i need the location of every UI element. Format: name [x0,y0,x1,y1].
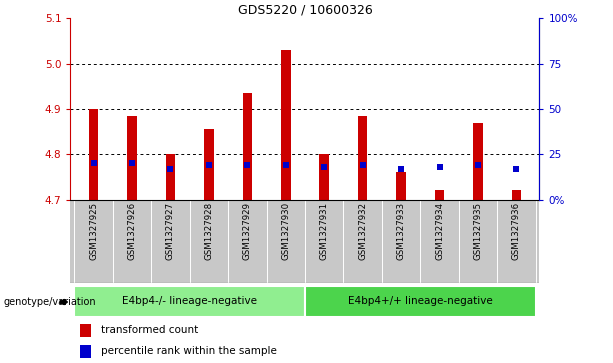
Text: GSM1327933: GSM1327933 [397,202,406,260]
Text: GSM1327929: GSM1327929 [243,202,252,260]
Point [89,160,99,166]
Point [166,166,175,172]
Text: GSM1327925: GSM1327925 [89,202,98,260]
Text: E4bp4+/+ lineage-negative: E4bp4+/+ lineage-negative [348,296,493,306]
Bar [281,50,291,200]
Text: GSM1327936: GSM1327936 [512,202,521,260]
Bar [512,189,521,200]
Bar [473,123,483,200]
Point [319,164,329,170]
Text: GSM1327930: GSM1327930 [281,202,290,260]
Text: GSM1327935: GSM1327935 [473,202,482,260]
Text: transformed count: transformed count [101,325,198,335]
Point [242,162,252,168]
Bar [89,109,98,200]
Title: GDS5220 / 10600326: GDS5220 / 10600326 [238,4,372,17]
Text: GSM1327934: GSM1327934 [435,202,444,260]
Text: genotype/variation: genotype/variation [3,297,96,307]
Text: percentile rank within the sample: percentile rank within the sample [101,346,276,356]
Bar [80,345,91,358]
Bar [127,116,137,200]
Point [511,166,521,172]
Text: GSM1327932: GSM1327932 [358,202,367,260]
Text: GSM1327927: GSM1327927 [166,202,175,260]
Bar [319,154,329,200]
Text: GSM1327926: GSM1327926 [128,202,137,260]
Bar [166,154,175,200]
Point [435,164,444,170]
Point [127,160,137,166]
Bar [243,93,252,200]
Point [396,166,406,172]
Text: E4bp4-/- lineage-negative: E4bp4-/- lineage-negative [122,296,257,306]
Text: GSM1327931: GSM1327931 [320,202,329,260]
Point [204,162,214,168]
Point [473,162,483,168]
Point [358,162,368,168]
Bar [204,129,214,200]
Bar [80,324,91,337]
Text: GSM1327928: GSM1327928 [204,202,213,260]
Bar [396,172,406,200]
Point [281,162,291,168]
FancyBboxPatch shape [74,286,305,317]
Bar [435,189,444,200]
Bar [358,116,367,200]
FancyBboxPatch shape [305,286,536,317]
